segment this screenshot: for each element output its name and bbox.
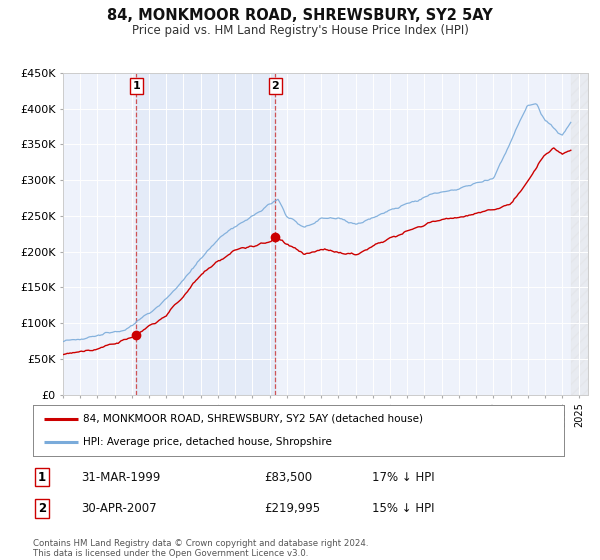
Bar (571, 73, 588, 395)
Text: 1: 1 (38, 470, 46, 484)
Text: HPI: Average price, detached house, Shropshire: HPI: Average price, detached house, Shro… (83, 437, 332, 447)
Text: 1: 1 (132, 81, 140, 91)
Text: 15% ↓ HPI: 15% ↓ HPI (372, 502, 434, 515)
Text: 84, MONKMOOR ROAD, SHREWSBURY, SY2 5AY: 84, MONKMOOR ROAD, SHREWSBURY, SY2 5AY (107, 8, 493, 24)
Text: Contains HM Land Registry data © Crown copyright and database right 2024.
This d: Contains HM Land Registry data © Crown c… (33, 539, 368, 558)
Text: 2: 2 (271, 81, 279, 91)
Text: £219,995: £219,995 (264, 502, 320, 515)
Text: 2: 2 (38, 502, 46, 515)
Text: 30-APR-2007: 30-APR-2007 (81, 502, 157, 515)
Text: 84, MONKMOOR ROAD, SHREWSBURY, SY2 5AY (detached house): 84, MONKMOOR ROAD, SHREWSBURY, SY2 5AY (… (83, 414, 424, 424)
Bar (136, 73, 275, 395)
Text: £83,500: £83,500 (264, 470, 312, 484)
Text: 31-MAR-1999: 31-MAR-1999 (81, 470, 160, 484)
Text: Price paid vs. HM Land Registry's House Price Index (HPI): Price paid vs. HM Land Registry's House … (131, 24, 469, 36)
Text: 17% ↓ HPI: 17% ↓ HPI (372, 470, 434, 484)
